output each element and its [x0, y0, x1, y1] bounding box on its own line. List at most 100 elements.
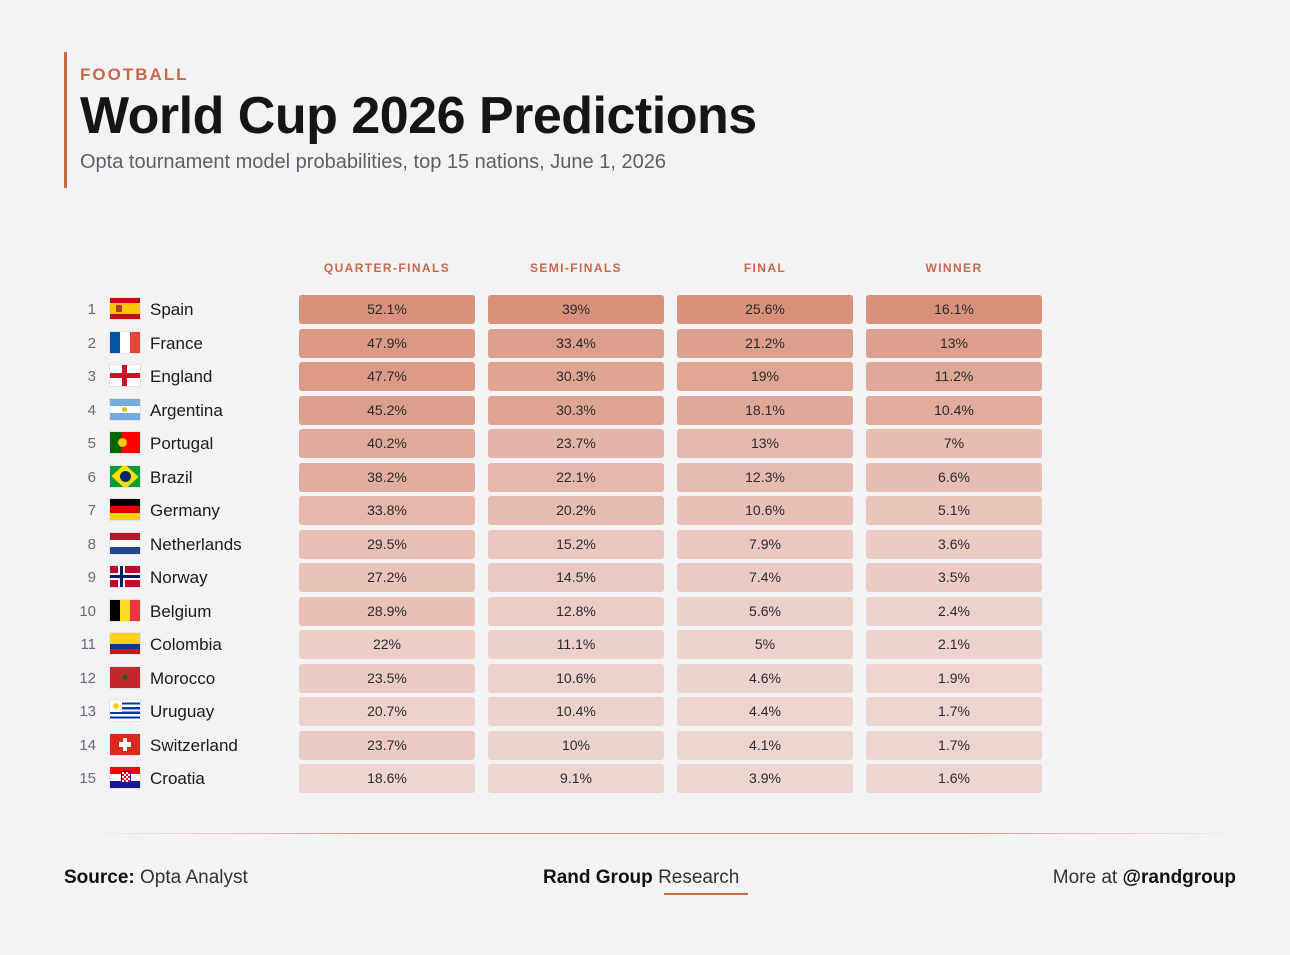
probability-cell: 52.1%: [299, 295, 475, 324]
brand-bold: Rand Group: [543, 867, 653, 888]
brazil-flag-icon: [110, 466, 140, 487]
probability-cell: 1.6%: [866, 764, 1042, 793]
probability-cell: 1.7%: [866, 697, 1042, 726]
footer-brand: Rand Group Research: [543, 867, 739, 889]
column-header-final: FINAL: [743, 261, 787, 275]
header-accent-bar: [64, 52, 67, 188]
country-name: Norway: [150, 568, 208, 587]
probability-cell: 7.9%: [677, 530, 853, 559]
uruguay-flag-icon: [110, 700, 140, 721]
probability-cell: 13%: [677, 429, 853, 458]
probability-cell: 14.5%: [488, 563, 664, 592]
germany-flag-icon: [110, 499, 140, 520]
rank-number: 13: [79, 703, 96, 720]
footer-divider: [104, 833, 1224, 834]
rank-number: 11: [80, 636, 96, 653]
country-name: France: [150, 334, 203, 353]
probability-cell: 30.3%: [488, 396, 664, 425]
probability-cell: 11.1%: [488, 630, 664, 659]
probability-cell: 10.6%: [488, 664, 664, 693]
argentina-flag-icon: [110, 399, 140, 420]
portugal-flag-icon: [110, 432, 140, 453]
probability-cell: 5.6%: [677, 597, 853, 626]
probability-cell: 38.2%: [299, 463, 475, 492]
probability-cell: 13%: [866, 329, 1042, 358]
table-row: 8 Netherlands 29.5% 15.2% 7.9% 3.6%: [0, 530, 1290, 560]
source-value: Opta Analyst: [140, 867, 248, 888]
probability-cell: 20.2%: [488, 496, 664, 525]
probability-cell: 18.1%: [677, 396, 853, 425]
country-name: Portugal: [150, 434, 214, 453]
rank-number: 4: [87, 402, 96, 419]
table-row: 2 France 47.9% 33.4% 21.2% 13%: [0, 329, 1290, 359]
country-name: Netherlands: [150, 535, 242, 554]
probability-cell: 20.7%: [299, 697, 475, 726]
probability-cell: 4.6%: [677, 664, 853, 693]
table-row: 13 Uruguay 20.7% 10.4% 4.4% 1.7%: [0, 697, 1290, 727]
croatia-flag-icon: [110, 767, 140, 788]
table-row: 10 Belgium 28.9% 12.8% 5.6% 2.4%: [0, 597, 1290, 627]
kicker-label: FOOTBALL: [80, 65, 189, 84]
colombia-flag-icon: [110, 633, 140, 654]
rank-number: 12: [79, 670, 96, 687]
probability-cell: 25.6%: [677, 295, 853, 324]
probability-cell: 19%: [677, 362, 853, 391]
footer-source: Source: Opta Analyst: [64, 867, 248, 889]
probability-cell: 23.7%: [299, 731, 475, 760]
country-name: England: [150, 367, 213, 386]
country-name: Argentina: [150, 401, 223, 420]
table-row: 7 Germany 33.8% 20.2% 10.6% 5.1%: [0, 496, 1290, 526]
england-flag-icon: [110, 365, 140, 386]
probability-cell: 6.6%: [866, 463, 1042, 492]
france-flag-icon: [110, 332, 140, 353]
social-handle[interactable]: @randgroup: [1122, 867, 1236, 888]
probability-cell: 1.9%: [866, 664, 1042, 693]
country-name: Switzerland: [150, 736, 238, 755]
rank-number: 14: [79, 737, 96, 754]
probability-cell: 4.1%: [677, 731, 853, 760]
probability-cell: 1.7%: [866, 731, 1042, 760]
probability-cell: 18.6%: [299, 764, 475, 793]
column-header-semi-finals: SEMI-FINALS: [529, 261, 623, 275]
probability-cell: 2.1%: [866, 630, 1042, 659]
probability-cell: 10%: [488, 731, 664, 760]
rank-number: 15: [79, 770, 96, 787]
probability-cell: 4.4%: [677, 697, 853, 726]
probability-cell: 12.8%: [488, 597, 664, 626]
footer-more: More at @randgroup: [1053, 867, 1236, 889]
country-name: Morocco: [150, 669, 216, 688]
probability-cell: 39%: [488, 295, 664, 324]
table-row: 14 Switzerland 23.7% 10% 4.1% 1.7%: [0, 731, 1290, 761]
probability-cell: 16.1%: [866, 295, 1042, 324]
country-name: Colombia: [150, 635, 222, 654]
table-row: 1 Spain 52.1% 39% 25.6% 16.1%: [0, 295, 1290, 325]
probability-cell: 23.5%: [299, 664, 475, 693]
table-row: 3 England 47.7% 30.3% 19% 11.2%: [0, 362, 1290, 392]
more-label: More at: [1052, 867, 1118, 888]
probability-cell: 11.2%: [866, 362, 1042, 391]
probability-cell: 3.5%: [866, 563, 1042, 592]
probability-cell: 27.2%: [299, 563, 475, 592]
norway-flag-icon: [110, 566, 140, 587]
table-row: 4 Argentina 45.2% 30.3% 18.1% 10.4%: [0, 396, 1290, 426]
morocco-flag-icon: ★: [110, 667, 140, 688]
column-header-quarter-finals: QUARTER-FINALS: [323, 261, 451, 275]
probability-cell: 3.9%: [677, 764, 853, 793]
probability-cell: 10.4%: [866, 396, 1042, 425]
brand-underline: [664, 893, 748, 895]
belgium-flag-icon: [110, 600, 140, 621]
probability-cell: 40.2%: [299, 429, 475, 458]
probability-cell: 5.1%: [866, 496, 1042, 525]
country-name: Brazil: [150, 468, 193, 487]
probability-cell: 28.9%: [299, 597, 475, 626]
brand-light: Research: [658, 867, 740, 888]
probability-cell: 7%: [866, 429, 1042, 458]
probability-cell: 9.1%: [488, 764, 664, 793]
rank-number: 7: [87, 502, 96, 519]
probability-cell: 7.4%: [677, 563, 853, 592]
table-row: 15 Croatia 18.6% 9.1% 3.9% 1.6%: [0, 764, 1290, 794]
netherlands-flag-icon: [110, 533, 140, 554]
table-row: 9 Norway 27.2% 14.5% 7.4% 3.5%: [0, 563, 1290, 593]
probability-cell: 47.7%: [299, 362, 475, 391]
probability-cell: 30.3%: [488, 362, 664, 391]
